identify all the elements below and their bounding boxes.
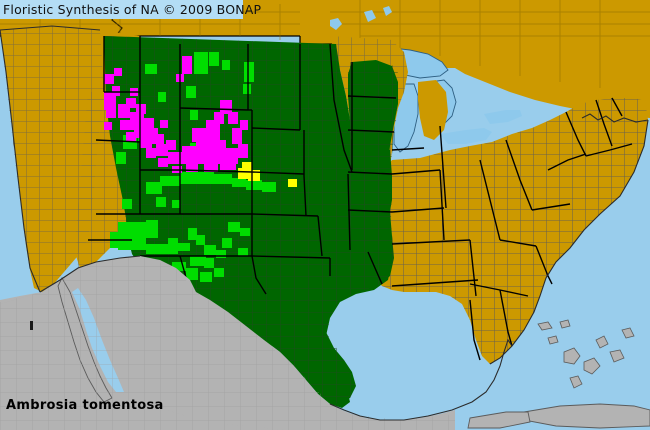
coastlines — [0, 25, 649, 421]
misc-marks — [30, 321, 33, 330]
yellow-counties — [238, 162, 297, 187]
magenta-counties — [104, 56, 248, 173]
title-banner: Floristic Synthesis of NA © 2009 BONAP — [0, 0, 261, 19]
region-canada — [0, 0, 650, 118]
bright-green-counties — [110, 52, 276, 300]
state-boundaries — [88, 36, 633, 361]
species-name-label: Ambrosia tomentosa — [6, 398, 164, 413]
region-us-present-dark-green — [104, 36, 398, 408]
map-title: Floristic Synthesis of NA © 2009 BONAP — [3, 2, 262, 17]
region-mexico-gray — [0, 256, 650, 430]
